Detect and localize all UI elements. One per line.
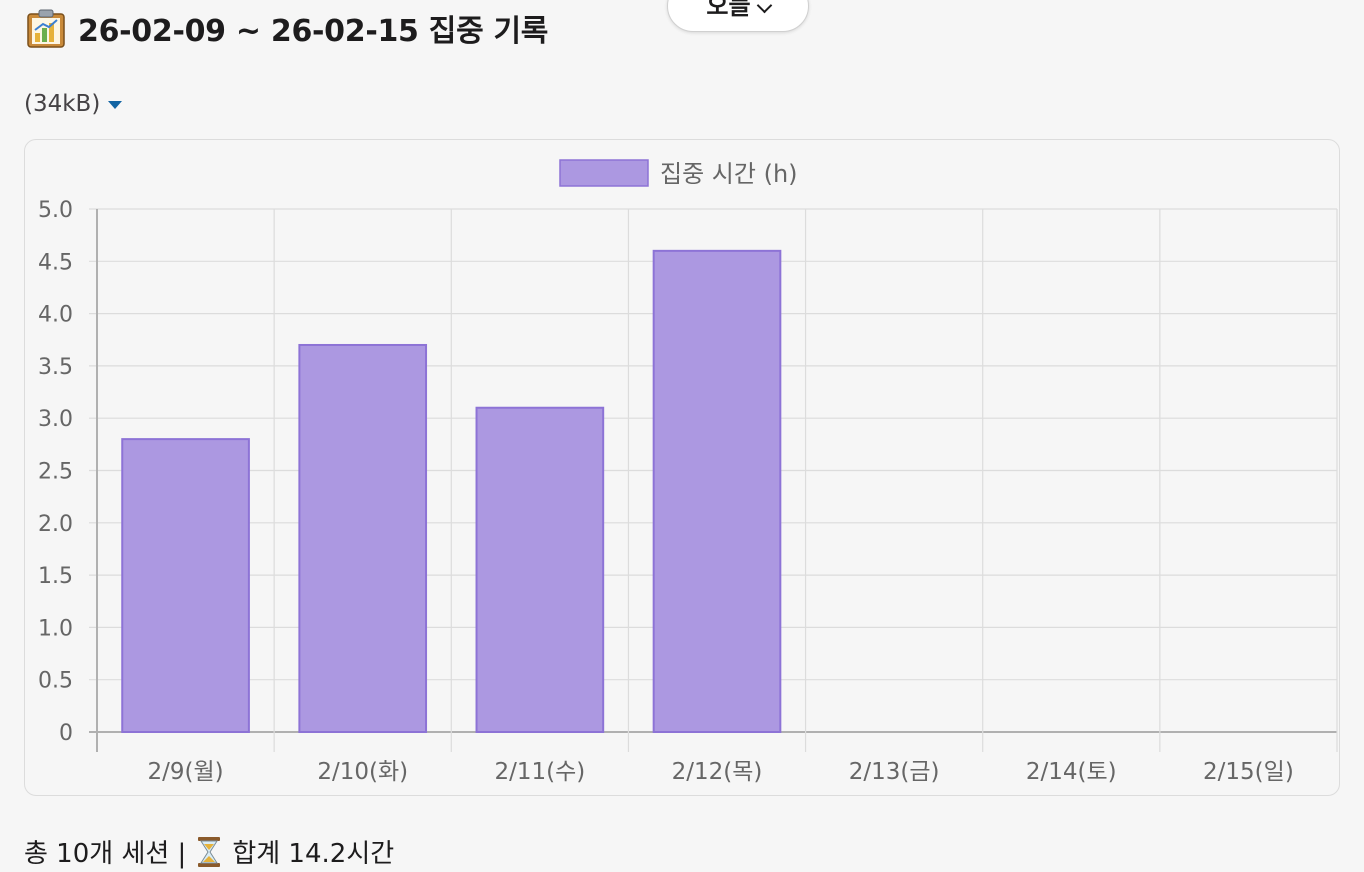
x-tick-label: 2/14(토) (1026, 759, 1117, 785)
legend-label: 집중 시간 (h) (660, 160, 798, 188)
total-hours: 합계 14.2시간 (232, 839, 395, 869)
attachment-toggle[interactable]: (34kB) (24, 91, 123, 117)
y-tick-label: 3.0 (38, 407, 73, 432)
legend-swatch (559, 159, 649, 187)
jump-to-date-pill[interactable]: 오늘 (667, 0, 809, 32)
attachment-size: (34kB) (24, 91, 101, 117)
caret-down-icon (108, 101, 123, 109)
y-tick-label: 3.5 (38, 355, 73, 380)
x-tick-label: 2/10(화) (317, 759, 408, 785)
y-tick-label: 0 (59, 721, 73, 746)
summary-footer: 총 10개 세션 | 합계 14.2시간 (24, 833, 394, 870)
y-tick-label: 2.5 (38, 460, 73, 485)
bar-chart-clipboard-icon (27, 9, 65, 48)
x-tick-label: 2/13(금) (849, 759, 940, 785)
bar (121, 438, 250, 733)
message-header: 26-02-09 ~ 26-02-15 집중 기록 (26, 6, 548, 50)
session-count: 총 10개 세션 | (24, 839, 187, 869)
jump-to-date-label: 오늘 (706, 0, 751, 20)
x-tick-label: 2/11(수) (494, 759, 585, 785)
y-tick-label: 2.0 (38, 512, 73, 537)
y-tick-label: 0.5 (38, 669, 73, 694)
hourglass-icon (198, 836, 221, 867)
y-tick-label: 5.0 (38, 198, 73, 223)
chart-card: 집중 시간 (h) 0 0.5 1.0 1.5 2.0 2.5 3.0 3.5 4.0 4.5 5.0… (24, 139, 1340, 796)
x-tick-label: 2/15(일) (1203, 759, 1294, 785)
page-title: 26-02-09 ~ 26-02-15 집중 기록 (78, 14, 549, 49)
x-tick-label: 2/9(월) (148, 759, 224, 785)
y-tick-label: 1.0 (38, 616, 73, 641)
y-tick-label: 1.5 (38, 564, 73, 589)
chevron-down-icon (756, 0, 772, 14)
y-tick-label: 4.5 (38, 250, 73, 275)
bar-chart: 집중 시간 (h) 0 0.5 1.0 1.5 2.0 2.5 3.0 3.5 4.0 4.5 5.0… (38, 159, 1338, 785)
y-tick-label: 4.0 (38, 303, 73, 328)
bar (298, 343, 428, 733)
x-tick-label: 2/12(목) (672, 759, 763, 785)
bar (652, 249, 782, 733)
bar (475, 406, 605, 733)
